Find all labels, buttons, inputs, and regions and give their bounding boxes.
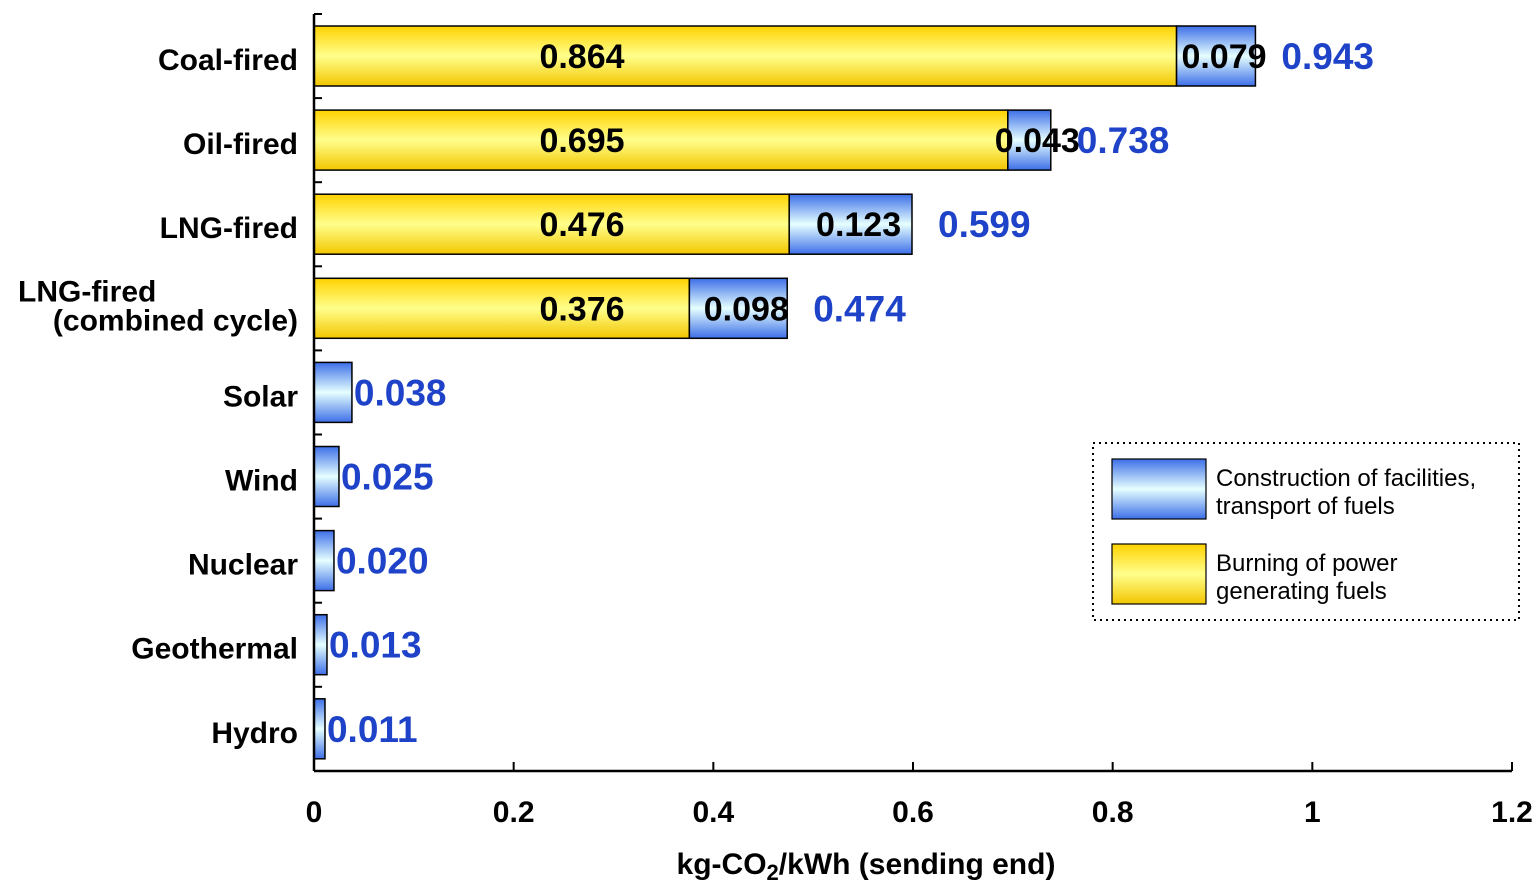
segment-label-construction: 0.123 [816,206,901,244]
segment-label-construction: 0.079 [1181,38,1266,76]
bar-construction [1007,109,1052,171]
total-label: 0.013 [329,625,422,666]
bar-construction [313,529,335,592]
category-label: LNG-fired [18,275,156,308]
x-tick-label: 0.8 [1092,796,1134,829]
category-label: Geothermal [131,633,298,666]
segment-label-fuel: 0.864 [539,38,624,76]
category-label: LNG-fired [160,212,298,245]
category-label: Coal-fired [158,44,298,77]
total-label: 0.011 [327,709,418,750]
axis-layer: 0 0.2 0.4 0.6 0.8 1 1.2 kg-CO2/kWh (sending end… [306,13,1532,883]
bar-fuel-burning [313,109,1009,171]
category-label: Solar [223,380,298,413]
x-tick-label: 0.6 [892,796,934,829]
bar-construction [1175,25,1257,87]
segment-label-construction: 0.098 [704,290,789,328]
total-label: 0.020 [336,541,429,582]
bar-construction [688,277,788,340]
segment-label-fuel: 0.695 [539,122,624,160]
segment-label-fuel: 0.476 [539,206,624,244]
bar-construction [313,445,340,508]
total-label: 0.038 [354,372,447,413]
total-label: 0.599 [938,204,1031,245]
bar-fuel-burning [313,193,790,255]
segment-label-fuel: 0.376 [539,290,624,328]
legend-label: transport of fuels [1216,493,1395,520]
legend-label: Construction of facilities, [1216,465,1476,492]
bar-construction [313,698,326,760]
x-tick-label: 1.2 [1491,796,1532,829]
legend-label: generating fuels [1216,578,1387,605]
total-label: 0.025 [341,457,434,498]
category-label: Oil-fired [183,128,298,161]
category-label: (combined cycle) [53,304,298,337]
x-tick-label: 0 [306,796,323,829]
category-label: Hydro [211,717,298,750]
bar-construction [313,613,328,676]
bar-fuel-burning [313,277,691,340]
bar-construction [788,193,913,255]
total-label: 0.738 [1077,120,1170,161]
legend-swatch [1111,543,1207,605]
category-label: Nuclear [188,549,298,582]
labels-layer: 0.864 0.079 0.943 Coal-fired 0.695 0.0430.738… [18,36,1374,750]
bar-construction [313,361,353,424]
x-tick-label: 0.2 [493,796,535,829]
bars-layer [313,25,1257,760]
segment-label-construction: 0.043 [995,122,1080,160]
category-label: Wind [225,465,298,498]
x-tick-label: 1 [1304,796,1321,829]
x-axis-title: kg-CO2/kWh (sending end) [677,848,1056,883]
legend-swatch [1111,458,1207,520]
legend: Construction of facilities,transport of … [1092,442,1520,621]
total-label: 0.474 [813,288,906,329]
x-tick-label: 0.4 [692,796,734,829]
total-label: 0.943 [1281,36,1374,77]
legend-label: Burning of power [1216,550,1397,577]
bar-fuel-burning [313,25,1178,87]
